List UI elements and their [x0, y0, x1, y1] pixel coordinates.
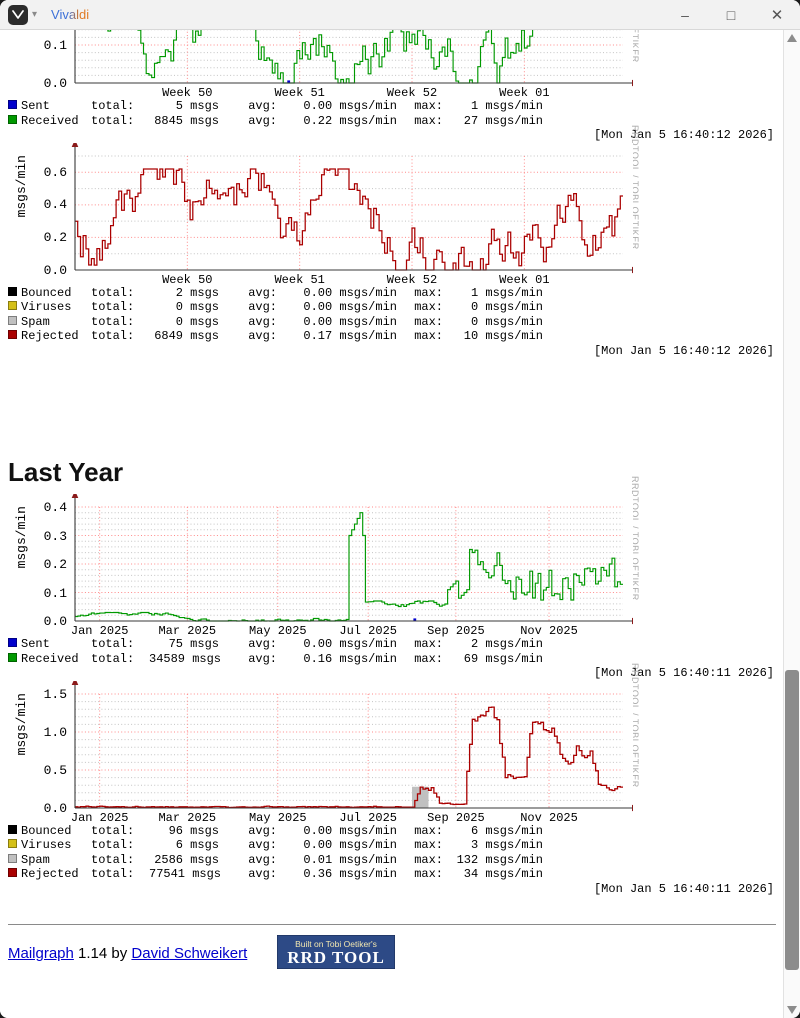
svg-text:RRD TOOL: RRD TOOL: [288, 948, 386, 967]
